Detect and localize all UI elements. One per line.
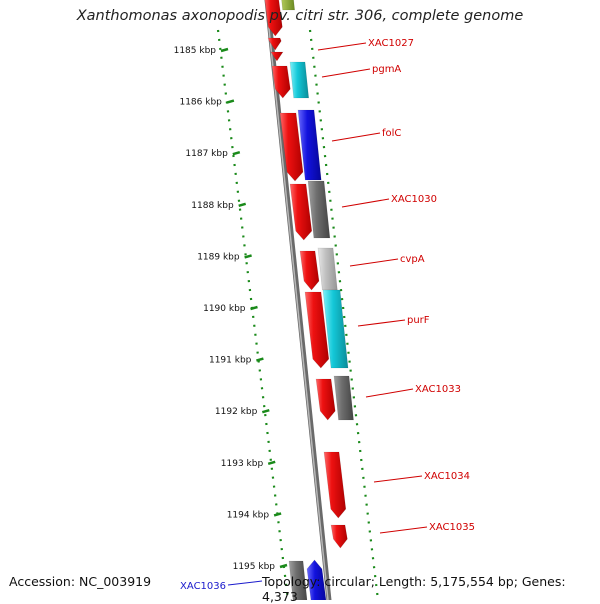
gene-arrow-xac1035[interactable] <box>330 524 348 549</box>
gene-arrow-xac1027c[interactable] <box>270 51 284 62</box>
gene-label[interactable]: XAC1030 <box>391 194 437 205</box>
gene-label[interactable]: folC <box>382 128 401 139</box>
kbp-tick-label: 1191 kbp <box>209 356 252 366</box>
kbp-tick-mark <box>273 512 282 517</box>
kbp-tick-label: 1190 kbp <box>203 304 246 314</box>
kbp-tick-label: 1194 kbp <box>227 510 270 520</box>
gene-box-olive[interactable] <box>281 0 295 11</box>
left-dotted-ruler <box>216 29 290 600</box>
gene-box-xac1030-gray[interactable] <box>307 180 331 239</box>
gene-callouts: XAC1027 pgmA folC XAC1030 cvpA purF XAC1033 XAC… <box>180 38 475 592</box>
gene-label[interactable]: purF <box>407 315 430 326</box>
kbp-tick-mark <box>232 150 241 156</box>
gene-box-bottom-gray[interactable] <box>288 560 308 600</box>
callout-leader-line <box>321 68 371 78</box>
gene-arrow-xac1034[interactable] <box>323 451 347 519</box>
map-title: Xanthomonas axonopodis pv. citri str. 30… <box>76 8 524 24</box>
kbp-tick-mark <box>250 305 258 311</box>
callout-leader-line <box>331 132 381 142</box>
gene-label[interactable]: XAC1034 <box>424 471 470 482</box>
gene-box-purf-cyan[interactable] <box>322 289 349 369</box>
genome-backbone <box>264 0 332 600</box>
gene-box-folc-blue[interactable] <box>297 109 322 181</box>
callout-leader-line <box>349 258 399 267</box>
kbp-tick-mark <box>238 202 247 208</box>
kbp-tick-label: 1187 kbp <box>185 149 228 159</box>
callout-leader-line <box>373 475 423 483</box>
gene-label[interactable]: XAC1035 <box>429 522 475 533</box>
gene-label[interactable]: XAC1027 <box>368 38 414 49</box>
gene-arrow-folc[interactable] <box>279 112 304 182</box>
gene-arrow-purf[interactable] <box>304 291 330 369</box>
gene-arrow-xac1027a[interactable] <box>264 0 283 37</box>
kbp-tick-label: 1186 kbp <box>179 98 222 108</box>
gene-arrow-pgma[interactable] <box>271 65 291 99</box>
gene-box-pgma-cyan[interactable] <box>289 61 310 99</box>
kbp-tick-mark <box>279 563 288 569</box>
gene-label[interactable]: XAC1033 <box>415 384 461 395</box>
kbp-tick-label: 1189 kbp <box>197 252 240 262</box>
kbp-tick-label: 1188 kbp <box>191 201 234 211</box>
gene-label[interactable]: cvpA <box>400 254 425 265</box>
callout-leader-line <box>365 388 414 398</box>
gene-arrow-xac1027b[interactable] <box>267 37 282 51</box>
gene-box-xac1033-gray[interactable] <box>333 375 354 421</box>
kbp-tick-mark <box>244 254 252 259</box>
kbp-tick-label: 1195 kbp <box>233 562 276 572</box>
gene-arrow-xac1036-blue[interactable] <box>306 559 327 600</box>
gene-arrow-xac1030[interactable] <box>289 183 313 241</box>
genome-backbone-highlight <box>265 0 329 600</box>
gene-box-cvpa-lightgray[interactable] <box>317 247 338 291</box>
callout-leader-line <box>379 526 428 534</box>
tick-marks: 1185 kbp 1186 kbp 1187 kbp 1188 kbp 1189 kbp… <box>174 46 288 572</box>
kbp-tick-mark <box>220 47 229 53</box>
gene-features <box>264 0 354 600</box>
kbp-tick-mark <box>267 460 276 466</box>
kbp-tick-mark <box>256 357 264 362</box>
kbp-tick-label: 1185 kbp <box>174 46 217 56</box>
accession-text: Accession: NC_003919 <box>9 574 152 589</box>
kbp-tick-label: 1192 kbp <box>215 407 258 417</box>
kbp-tick-mark <box>226 99 235 104</box>
kbp-tick-label: 1193 kbp <box>221 459 264 469</box>
callout-leader-line <box>357 319 406 327</box>
callout-leader-line <box>317 42 367 51</box>
kbp-tick-mark <box>261 408 270 414</box>
callout-leader-line <box>227 580 263 586</box>
right-dotted-ruler <box>308 29 380 600</box>
gene-arrow-xac1033[interactable] <box>315 378 336 421</box>
gene-label[interactable]: XAC1036 <box>180 581 226 592</box>
gene-arrow-cvpa[interactable] <box>299 250 320 291</box>
callout-leader-line <box>341 198 390 208</box>
gene-label[interactable]: pgmA <box>372 64 401 75</box>
